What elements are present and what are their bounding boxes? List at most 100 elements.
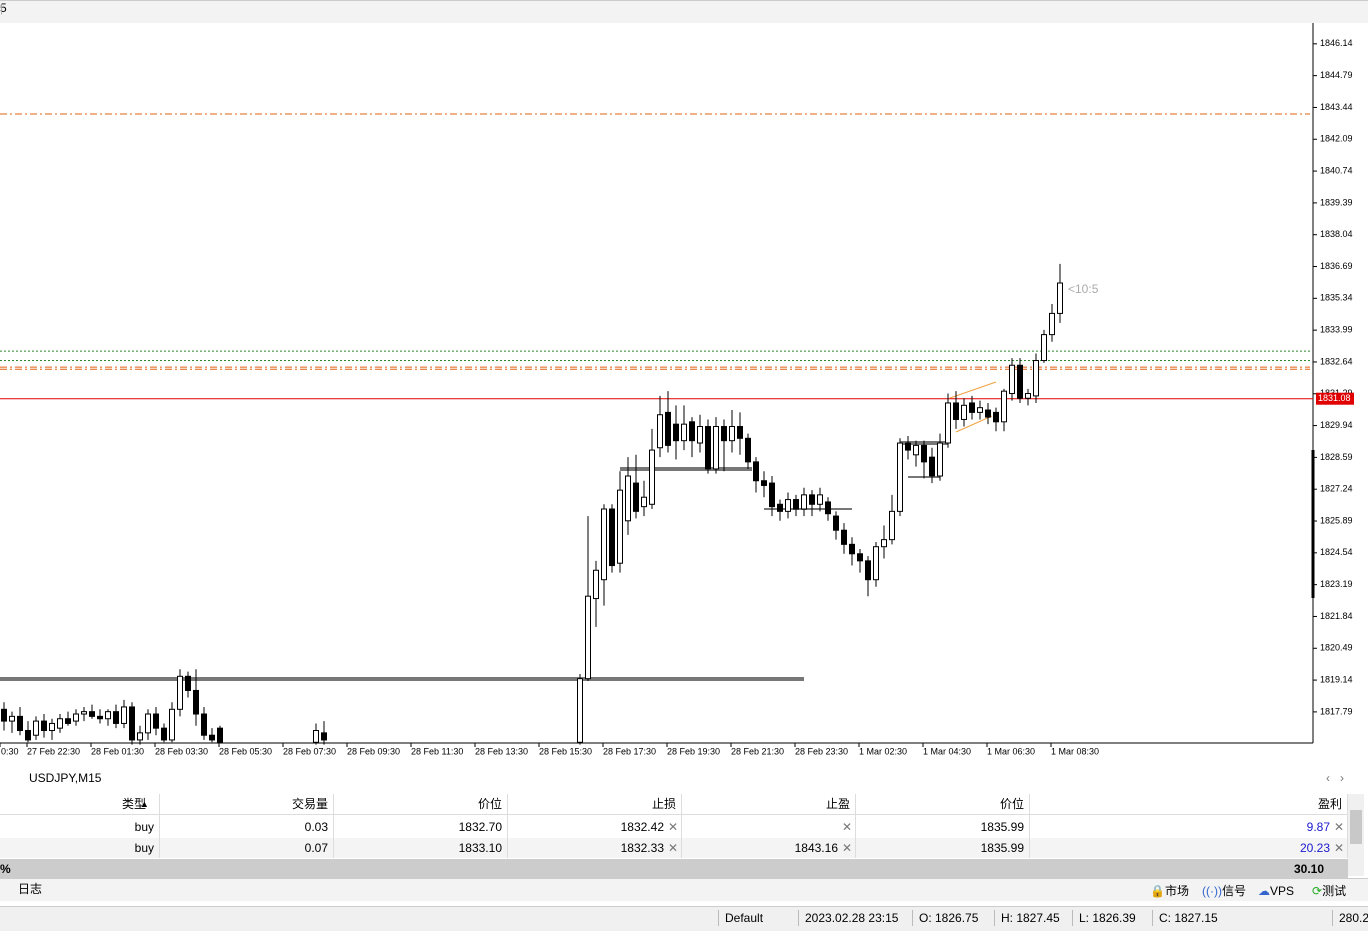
bottom-tabs bbox=[0, 878, 1368, 901]
nav[interactable]: ‹ › bbox=[1326, 771, 1344, 785]
candle-body bbox=[809, 494, 815, 505]
candle-body bbox=[745, 437, 751, 463]
levels bbox=[0, 441, 948, 681]
candle-body bbox=[137, 732, 143, 741]
candle-body bbox=[17, 715, 23, 732]
candle-body bbox=[649, 449, 655, 505]
candle-body bbox=[217, 727, 223, 743]
col-header[interactable]: 交易量 bbox=[291, 797, 328, 811]
status-cell: 280.2 bbox=[1332, 910, 1368, 926]
x-tick-label: 0:30 bbox=[1, 746, 19, 756]
candle-body bbox=[193, 689, 199, 715]
col-sep bbox=[333, 794, 334, 858]
journal-tab[interactable]: 日志 bbox=[18, 882, 43, 896]
close-icon[interactable]: ✕ bbox=[668, 841, 679, 855]
candle-body bbox=[73, 713, 79, 722]
y-tick-label: 1820.49 bbox=[1320, 643, 1353, 653]
candle-body bbox=[585, 595, 591, 680]
symbol-tab[interactable]: USDJPY,M15 bbox=[29, 771, 102, 785]
signals-tab[interactable]: ((·))信号 bbox=[1202, 884, 1246, 898]
close-icon[interactable]: ✕ bbox=[842, 820, 853, 834]
y-tick-label: 1817.79 bbox=[1320, 706, 1353, 716]
candle-body bbox=[705, 426, 711, 470]
candle-body bbox=[833, 515, 839, 531]
candle-body bbox=[801, 494, 807, 510]
status-cell: 2023.02.28 23:15 bbox=[798, 910, 915, 926]
x-tick-label: 27 Feb 22:30 bbox=[27, 746, 80, 756]
status-cell: O: 1826.75 bbox=[912, 910, 997, 926]
status-cell: Default bbox=[718, 910, 805, 926]
candle-body bbox=[881, 539, 887, 548]
close-icon[interactable]: ✕ bbox=[1334, 841, 1345, 855]
candle-body bbox=[121, 706, 127, 724]
candle-body bbox=[857, 553, 863, 562]
candle-body bbox=[785, 499, 791, 512]
price-label: 1831.08 bbox=[1318, 393, 1351, 403]
candle-body bbox=[817, 494, 823, 505]
candle-body bbox=[713, 426, 719, 470]
vps-tab[interactable]: ☁VPS bbox=[1258, 884, 1295, 898]
candle-body bbox=[41, 720, 47, 732]
x-tick-label: 28 Feb 03:30 bbox=[155, 746, 208, 756]
candle-body bbox=[625, 475, 631, 522]
scroll-thumb[interactable] bbox=[1350, 810, 1362, 844]
summary-left: % bbox=[0, 862, 11, 876]
candle-body bbox=[961, 404, 967, 420]
candle-body bbox=[761, 480, 767, 486]
y-tick-label: 1833.99 bbox=[1320, 325, 1353, 335]
candle-body bbox=[97, 715, 103, 720]
channel bbox=[949, 381, 997, 433]
col-sep bbox=[1347, 794, 1348, 858]
cell-volume: 0.07 bbox=[304, 841, 328, 855]
y-tick-label: 1844.79 bbox=[1320, 70, 1353, 80]
col-header[interactable]: 类型 bbox=[121, 797, 146, 811]
x-tick-label: 28 Feb 21:30 bbox=[731, 746, 784, 756]
candle-body bbox=[601, 508, 607, 581]
close-icon[interactable]: ✕ bbox=[1334, 820, 1345, 834]
tester-tab[interactable]: ⟳测试 bbox=[1312, 884, 1347, 898]
candle-body bbox=[81, 711, 87, 715]
cell-price: 1832.70 bbox=[458, 820, 502, 834]
x-tick-label: 28 Feb 05:30 bbox=[219, 746, 272, 756]
candle-body bbox=[657, 414, 663, 449]
col-header[interactable]: 止盈 bbox=[825, 797, 850, 811]
y-tick-label: 1828.59 bbox=[1320, 452, 1353, 462]
price-label-box bbox=[1316, 392, 1354, 405]
col-sep bbox=[507, 794, 508, 858]
candle-body bbox=[617, 489, 623, 564]
col-header[interactable]: 价位 bbox=[477, 797, 502, 811]
status-cell: L: 1826.39 bbox=[1072, 910, 1155, 926]
cell-type: buy bbox=[134, 841, 154, 855]
x-tick-label: 28 Feb 09:30 bbox=[347, 746, 400, 756]
candle-body bbox=[1001, 390, 1007, 423]
candle-body bbox=[145, 713, 151, 734]
candle-body bbox=[129, 706, 135, 741]
cell-sl: 1832.33 bbox=[620, 841, 664, 855]
status-bar: Default 2023.02.28 23:15 O: 1826.75 H: 1827… bbox=[0, 906, 1368, 931]
candle-body bbox=[609, 508, 615, 567]
x-tick-label: 28 Feb 11:30 bbox=[411, 746, 463, 756]
tester-label: 测试 bbox=[1322, 884, 1347, 898]
market-tab[interactable]: 🔒市场 bbox=[1150, 884, 1189, 898]
col-header[interactable]: 盈利 bbox=[1317, 797, 1342, 811]
chart: <10:5 1847.491846.141844.791843.441842.0… bbox=[0, 0, 1354, 756]
y-tick-label: 1839.39 bbox=[1320, 197, 1353, 207]
candle-body bbox=[681, 423, 687, 442]
close-icon[interactable]: ✕ bbox=[668, 820, 679, 834]
candle-body bbox=[977, 407, 983, 413]
candle-body bbox=[313, 730, 319, 743]
cell-type: buy bbox=[134, 820, 154, 834]
close-icon[interactable]: ✕ bbox=[842, 841, 853, 855]
candle-body bbox=[593, 569, 599, 600]
candle-body bbox=[1033, 360, 1039, 397]
col-header[interactable]: 止损 bbox=[651, 797, 676, 811]
candle-body bbox=[89, 711, 95, 717]
col-header[interactable]: 价位 bbox=[999, 797, 1024, 811]
vps-label: VPS bbox=[1270, 884, 1295, 898]
col-sep bbox=[159, 794, 160, 858]
candle-body bbox=[169, 708, 175, 741]
candle-body bbox=[1049, 312, 1055, 336]
candle-body bbox=[777, 503, 783, 512]
candle-body bbox=[209, 734, 215, 741]
